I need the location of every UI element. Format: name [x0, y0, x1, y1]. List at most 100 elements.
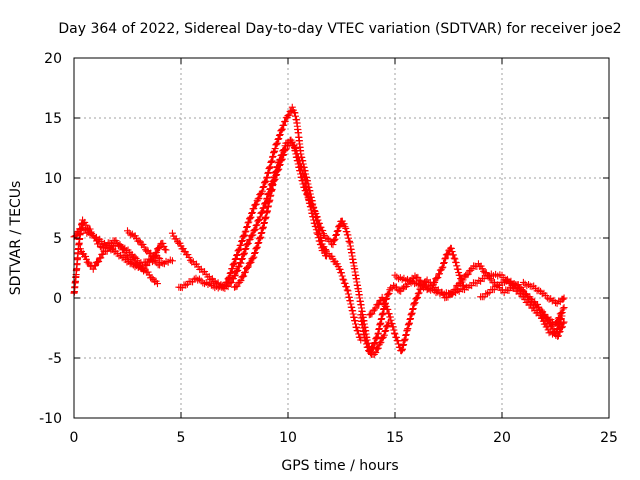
data-point: [275, 135, 283, 143]
data-point: [480, 293, 488, 301]
data-point: [387, 316, 395, 324]
data-point: [231, 271, 239, 279]
data-point: [382, 327, 390, 335]
data-point: [232, 268, 240, 276]
data-point: [240, 249, 248, 257]
data-point: [84, 258, 92, 266]
data-point: [299, 170, 307, 178]
data-point: [248, 209, 256, 217]
data-point: [194, 276, 202, 284]
data-point: [275, 131, 283, 139]
data-point: [244, 219, 252, 227]
data-point: [248, 209, 256, 217]
data-point: [543, 323, 551, 331]
data-point: [159, 259, 167, 267]
data-point: [395, 340, 403, 348]
data-point: [266, 164, 274, 172]
data-point: [343, 286, 351, 294]
data-point: [394, 337, 402, 345]
data-point: [275, 161, 283, 169]
data-point: [280, 151, 288, 159]
data-point: [244, 239, 252, 247]
data-point: [241, 228, 249, 236]
data-point: [157, 259, 165, 267]
data-point: [440, 259, 448, 267]
data-point: [149, 253, 157, 261]
data-point: [414, 290, 422, 298]
data-point: [444, 250, 452, 258]
data-point: [384, 321, 392, 329]
data-point: [231, 255, 239, 263]
data-point: [249, 254, 257, 262]
data-point: [495, 281, 503, 289]
data-point: [153, 280, 161, 288]
data-point: [243, 241, 251, 249]
data-point: [103, 247, 111, 255]
data-point: [152, 248, 160, 256]
data-point: [260, 200, 268, 208]
data-point: [319, 227, 327, 235]
data-point: [224, 283, 232, 291]
data-point: [243, 223, 251, 231]
data-point: [490, 286, 498, 294]
data-point: [433, 274, 441, 282]
data-point: [253, 243, 261, 251]
data-point: [254, 217, 262, 225]
data-point: [244, 263, 252, 271]
data-point: [362, 340, 370, 348]
data-point: [276, 131, 284, 139]
data-point: [242, 245, 250, 253]
data-point: [442, 254, 450, 262]
data-point: [280, 121, 288, 129]
data-point: [284, 112, 292, 120]
data-point: [160, 242, 168, 250]
data-point: [432, 289, 440, 297]
data-point: [372, 334, 380, 342]
data-point: [243, 223, 251, 231]
data-point: [296, 157, 304, 165]
data-point: [256, 213, 264, 221]
data-point: [234, 247, 242, 255]
data-point: [264, 168, 272, 176]
data-point: [412, 295, 420, 303]
data-point: [272, 141, 280, 149]
y-tick-label: 0: [53, 291, 62, 307]
data-point: [252, 222, 260, 230]
data-point: [554, 332, 562, 340]
data-point: [335, 222, 343, 230]
data-point: [554, 332, 562, 340]
data-point: [235, 262, 243, 270]
series-track-g: [231, 138, 331, 291]
data-point: [259, 204, 267, 212]
data-point: [336, 265, 344, 273]
y-tick-label: 20: [44, 51, 62, 67]
data-point: [440, 259, 448, 267]
data-point: [241, 245, 249, 253]
data-point: [227, 278, 235, 286]
data-point: [254, 239, 262, 247]
y-tick-label: -5: [48, 351, 62, 367]
data-point: [265, 165, 273, 173]
series-track-c: [76, 239, 164, 273]
data-point: [226, 269, 234, 277]
data-point: [151, 249, 159, 257]
data-point: [330, 236, 338, 244]
data-point: [382, 323, 390, 331]
data-point: [250, 249, 258, 257]
data-point: [335, 223, 343, 231]
data-point: [533, 287, 541, 295]
data-point: [334, 227, 342, 235]
series-track-e: [168, 103, 365, 344]
data-point: [95, 258, 103, 266]
data-point: [86, 225, 94, 233]
data-point: [96, 243, 104, 251]
y-tick-label: 15: [44, 111, 62, 127]
data-point: [154, 254, 162, 262]
data-point: [538, 314, 546, 322]
data-point: [333, 227, 341, 235]
data-point: [555, 314, 563, 322]
data-point: [475, 276, 483, 284]
data-point: [231, 272, 238, 280]
data-point: [253, 221, 261, 229]
data-point: [237, 259, 245, 267]
